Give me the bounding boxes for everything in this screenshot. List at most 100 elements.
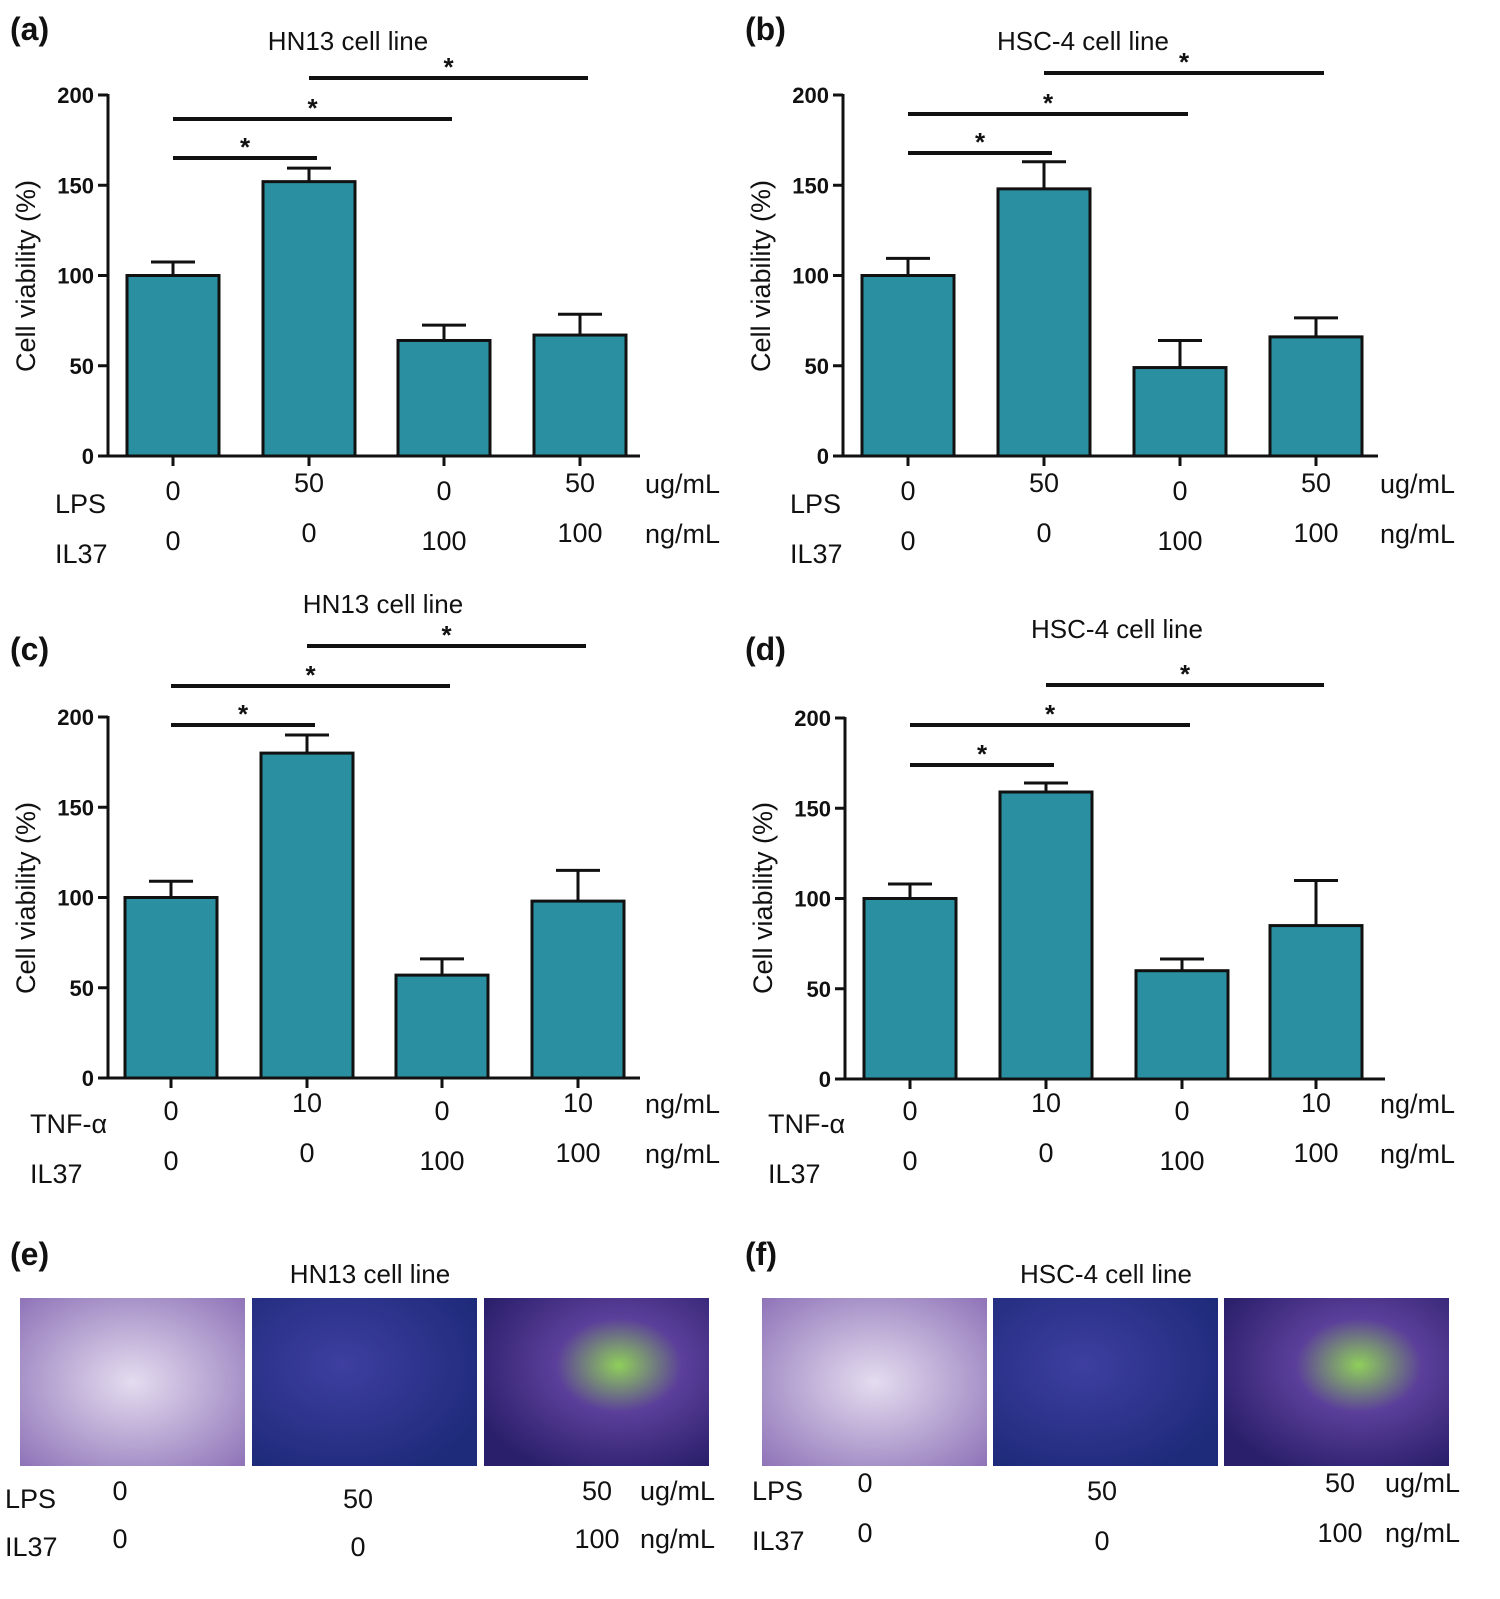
row-value: 50: [1325, 1468, 1355, 1498]
significance-mark: *: [307, 93, 318, 123]
panel-letter: (f): [745, 1236, 777, 1272]
image-title: HN13 cell line: [290, 1259, 450, 1289]
row-value: 0: [1036, 518, 1051, 548]
row-value: 0: [301, 518, 316, 548]
significance-mark: *: [1045, 699, 1056, 729]
row-value: 0: [434, 1096, 449, 1126]
row-value: 100: [574, 1524, 619, 1554]
row-value: 50: [582, 1476, 612, 1506]
y-tick-label: 100: [57, 886, 94, 911]
row-value: 50: [565, 468, 595, 498]
y-tick-label: 150: [57, 795, 94, 820]
significance-mark: *: [305, 660, 316, 690]
row-unit: ug/mL: [1385, 1468, 1460, 1498]
row-value: 10: [1031, 1088, 1061, 1118]
row-label: IL37: [768, 1159, 821, 1189]
significance-mark: *: [441, 620, 452, 650]
row-label: IL37: [5, 1532, 58, 1562]
panel-letter: (c): [10, 631, 49, 667]
row-label: IL37: [30, 1159, 83, 1189]
row-value: 0: [857, 1518, 872, 1548]
row-label: TNF-α: [768, 1109, 845, 1139]
micrograph-image: [1224, 1298, 1449, 1466]
panel-letter: (a): [10, 11, 49, 47]
bar: [998, 790, 1094, 1081]
y-tick-label: 200: [792, 83, 829, 108]
row-unit: ug/mL: [1380, 469, 1455, 499]
bar: [860, 274, 956, 458]
bar: [532, 333, 628, 458]
significance-mark: *: [1043, 88, 1054, 118]
row-value: 0: [1094, 1526, 1109, 1556]
row-value: 0: [350, 1532, 365, 1562]
y-tick-label: 200: [57, 83, 94, 108]
row-label: LPS: [752, 1476, 803, 1506]
row-value: 0: [112, 1524, 127, 1554]
row-unit: ug/mL: [645, 469, 720, 499]
row-label: LPS: [55, 489, 106, 519]
y-tick-label: 100: [794, 887, 831, 912]
bar: [394, 973, 490, 1080]
row-unit: ng/mL: [1380, 519, 1455, 549]
y-tick-label: 50: [807, 977, 831, 1002]
row-value: 100: [557, 518, 602, 548]
y-tick-label: 150: [792, 173, 829, 198]
y-tick-label: 100: [57, 264, 94, 289]
significance-mark: *: [1179, 47, 1190, 77]
row-unit: ug/mL: [640, 1476, 715, 1506]
row-value: 50: [1029, 468, 1059, 498]
y-axis-label: Cell viability (%): [11, 180, 41, 372]
y-tick-label: 150: [794, 796, 831, 821]
y-tick-label: 0: [817, 444, 829, 469]
row-value: 0: [902, 1096, 917, 1126]
row-value: 100: [555, 1138, 600, 1168]
bar: [261, 180, 357, 458]
y-tick-label: 100: [792, 264, 829, 289]
row-value: 0: [299, 1138, 314, 1168]
row-value: 50: [343, 1484, 373, 1514]
row-value: 10: [1301, 1088, 1331, 1118]
y-tick-label: 50: [805, 354, 829, 379]
row-value: 100: [1293, 518, 1338, 548]
bar: [259, 751, 355, 1080]
significance-mark: *: [240, 132, 251, 162]
row-label: LPS: [790, 489, 841, 519]
panel-letter: (d): [745, 631, 786, 667]
significance-mark: *: [975, 127, 986, 157]
row-value: 0: [163, 1146, 178, 1176]
row-value: 10: [292, 1088, 322, 1118]
micrograph-image: [484, 1298, 709, 1466]
row-label: TNF-α: [30, 1109, 107, 1139]
row-value: 0: [900, 526, 915, 556]
y-tick-label: 50: [70, 976, 94, 1001]
row-value: 100: [1293, 1138, 1338, 1168]
row-value: 10: [563, 1088, 593, 1118]
significance-mark: *: [977, 739, 988, 769]
row-unit: ng/mL: [1380, 1089, 1455, 1119]
row-value: 100: [421, 526, 466, 556]
bar: [1134, 969, 1230, 1081]
row-unit: ng/mL: [640, 1524, 715, 1554]
y-axis-label: Cell viability (%): [748, 802, 778, 994]
row-label: LPS: [5, 1484, 56, 1514]
micrograph-image: [993, 1298, 1218, 1466]
row-value: 0: [112, 1476, 127, 1506]
y-tick-label: 200: [794, 706, 831, 731]
row-value: 0: [1174, 1096, 1189, 1126]
row-value: 0: [902, 1146, 917, 1176]
significance-mark: *: [443, 52, 454, 82]
bar: [1132, 366, 1228, 458]
y-tick-label: 200: [57, 705, 94, 730]
panel-letter: (b): [745, 11, 786, 47]
bar: [1268, 924, 1364, 1081]
chart-title: HN13 cell line: [303, 589, 463, 619]
row-value: 0: [436, 476, 451, 506]
row-label: IL37: [790, 539, 843, 569]
y-axis-label: Cell viability (%): [746, 180, 776, 372]
y-tick-label: 0: [819, 1067, 831, 1092]
row-label: IL37: [55, 539, 108, 569]
row-label: IL37: [752, 1526, 805, 1556]
bar: [123, 896, 219, 1080]
row-unit: ng/mL: [645, 1139, 720, 1169]
